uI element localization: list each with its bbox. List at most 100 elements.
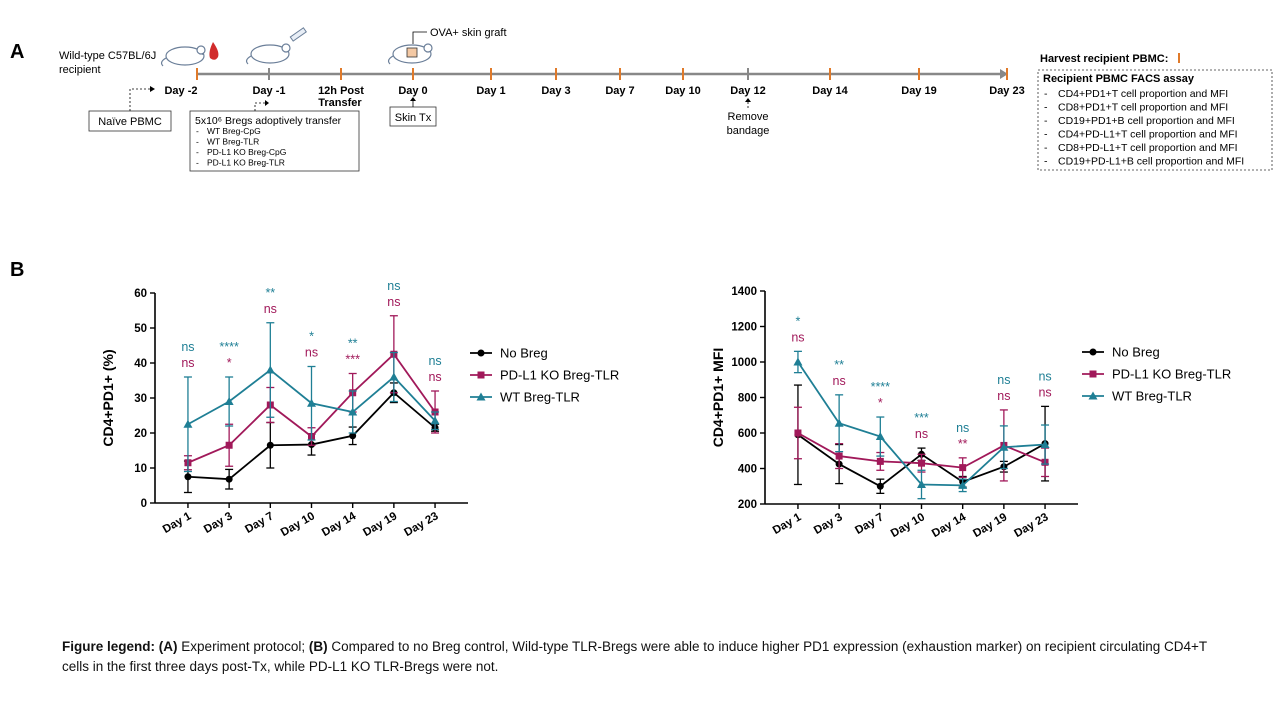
y-tick-label: 50 [134, 323, 147, 335]
facs-item-dash: - [1044, 129, 1048, 141]
facs-item-dash: - [1044, 88, 1048, 100]
y-tick-label: 40 [134, 358, 147, 370]
adoptive-item-dash: - [196, 137, 199, 147]
blood-drop-icon [209, 42, 219, 60]
significance-teal: * [796, 314, 801, 328]
data-point [348, 407, 358, 416]
adoptive-item-dash: - [196, 158, 199, 168]
panel-b-letter: B [10, 259, 24, 281]
adoptive-arrowhead [265, 100, 269, 106]
data-point [958, 480, 968, 489]
significance-maroon: ns [791, 330, 804, 344]
legend-entry: WT Breg-TLR [470, 390, 580, 405]
graft-pointer [412, 31, 427, 44]
significance-maroon: * [878, 396, 883, 410]
legend-entry: No Breg [470, 346, 548, 361]
facs-item: CD8+PD-L1+T cell proportion and MFI [1058, 142, 1238, 154]
data-point [476, 392, 486, 401]
timeline-day-label: Day 1 [476, 85, 505, 97]
y-tick-label: 800 [738, 393, 757, 405]
x-tick-label: Day 10 [279, 510, 317, 539]
skin-tx-label: Skin Tx [395, 112, 432, 124]
skin-tx-arrowhead [410, 97, 416, 101]
facs-item: CD4+PD1+T cell proportion and MFI [1058, 88, 1228, 100]
y-tick-label: 10 [134, 463, 147, 475]
adoptive-item: PD-L1 KO Breg-CpG [207, 147, 286, 157]
y-tick-label: 30 [134, 393, 147, 405]
series-wt-breg-tlr [793, 350, 1050, 500]
timeline-day-label: Day 23 [989, 85, 1024, 97]
data-point [999, 442, 1009, 451]
recipient-label-1: Wild-type C57BL/6J [59, 50, 156, 62]
significance-teal: ns [997, 373, 1010, 387]
significance-teal: ns [387, 279, 400, 293]
legend-label: No Breg [1112, 345, 1160, 360]
facs-item: CD19+PD1+B cell proportion and MFI [1058, 115, 1235, 127]
significance-teal: *** [914, 411, 929, 425]
x-tick-label: Day 3 [812, 511, 845, 537]
figure-legend: Figure legend: (A) Experiment protocol; … [62, 637, 1212, 677]
data-point [224, 397, 234, 405]
timeline-ticks: Day -2 Day -1 12h Post Day 0 Day 1 Day 3 Day 7… [164, 68, 1025, 97]
facs-item: CD4+PD-L1+T cell proportion and MFI [1058, 129, 1238, 141]
y-tick-label: 200 [738, 499, 757, 511]
significance-teal: ns [1038, 369, 1051, 383]
y-tick-label: 400 [738, 464, 757, 476]
facs-list: - CD4+PD1+T cell proportion and MFI- CD8+P… [1044, 88, 1244, 168]
naive-pbmc-arrow [129, 88, 150, 111]
significance-maroon: * [227, 356, 232, 370]
legend-entry: WT Breg-TLR [1082, 389, 1192, 404]
legend-entry: No Breg [1082, 345, 1160, 360]
timeline-day-label: Day 14 [812, 85, 848, 97]
data-point [307, 398, 316, 407]
significance-teal: ** [834, 358, 844, 372]
data-point [477, 371, 485, 379]
data-point [430, 416, 440, 425]
y-tick-label: 60 [134, 288, 147, 300]
significance-maroon: ns [305, 346, 318, 360]
x-tick-label: Day 1 [771, 511, 804, 537]
significance-teal: ** [265, 286, 275, 300]
data-point [835, 452, 843, 460]
x-tick-label: Day 19 [361, 510, 399, 539]
naive-pbmc-arrowhead [150, 86, 155, 92]
data-point [875, 432, 885, 441]
harvest-title: Harvest recipient PBMC: [1040, 53, 1168, 65]
x-tick-label: Day 7 [243, 510, 276, 536]
series-wt-breg-tlr [183, 322, 440, 473]
timeline-day-label: Day 3 [541, 85, 570, 97]
facs-item-dash: - [1044, 115, 1048, 127]
significance-teal: **** [871, 380, 891, 394]
mouse-icon [160, 45, 206, 67]
legend-label: WT Breg-TLR [500, 390, 580, 405]
data-point [1089, 348, 1097, 356]
significance-maroon: ** [958, 437, 968, 451]
adoptive-item: WT Breg-CpG [207, 126, 261, 136]
y-tick-label: 0 [141, 498, 147, 510]
facs-item-dash: - [1044, 142, 1048, 154]
data-point [793, 357, 803, 366]
facs-item: CD19+PD-L1+B cell proportion and MFI [1058, 156, 1244, 168]
data-point [876, 482, 884, 490]
significance-teal: ** [348, 337, 358, 351]
adoptive-list: - WT Breg-CpG- WT Breg-TLR- PD-L1 KO Breg-C… [196, 126, 286, 168]
x-tick-label: Day 7 [853, 511, 886, 537]
naive-pbmc-label: Naïve PBMC [98, 116, 162, 128]
y-tick-label: 1200 [731, 322, 757, 334]
remove-label-2: bandage [727, 125, 770, 137]
adoptive-item: WT Breg-TLR [207, 137, 259, 147]
panel-a-letter: A [10, 41, 24, 63]
timeline-arrowhead [1000, 69, 1008, 79]
graft-label: OVA+ skin graft [430, 27, 507, 39]
y-tick-label: 20 [134, 428, 147, 440]
legend-label: PD-L1 KO Breg-TLR [500, 368, 619, 383]
figure-legend-b-text: Compared to no Breg control, Wild-type T… [62, 639, 1207, 674]
figure-legend-b-tag: (B) [308, 639, 328, 654]
timeline-day-label: Day 7 [605, 85, 634, 97]
legend-entry: PD-L1 KO Breg-TLR [470, 368, 619, 383]
significance-maroon: *** [345, 353, 360, 367]
figure-legend-label: Figure legend: [62, 639, 156, 654]
x-tick-label: Day 14 [320, 510, 359, 539]
significance-teal: ns [428, 354, 441, 368]
